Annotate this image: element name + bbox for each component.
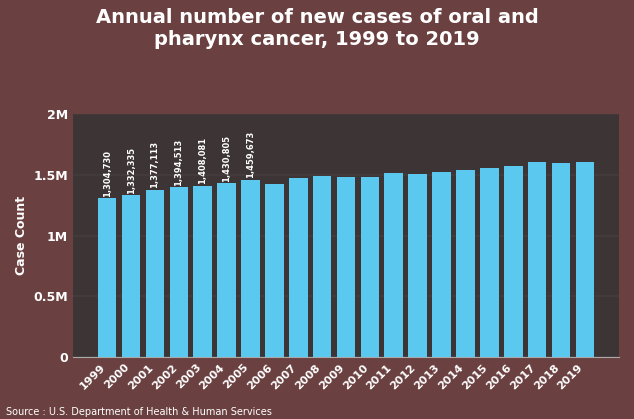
Bar (527, 163, 547, 357)
Text: 1,394,513: 1,394,513 (174, 139, 183, 186)
Text: 1,304,730: 1,304,730 (103, 150, 112, 197)
Y-axis label: Case Count: Case Count (15, 196, 28, 275)
Bar (576, 162, 594, 357)
Bar (241, 179, 260, 357)
Bar (289, 178, 307, 357)
Bar (337, 177, 355, 357)
Text: 1,408,081: 1,408,081 (198, 137, 207, 184)
Bar (98, 198, 117, 357)
Text: 1,332,335: 1,332,335 (127, 147, 136, 194)
Bar (408, 174, 427, 357)
Bar (313, 176, 332, 357)
Text: Annual number of new cases of oral and
pharynx cancer, 1999 to 2019: Annual number of new cases of oral and p… (96, 8, 538, 49)
Text: 1,430,805: 1,430,805 (222, 134, 231, 181)
Bar (504, 166, 522, 357)
Bar (361, 177, 379, 357)
Bar (265, 184, 283, 357)
Bar (384, 173, 403, 357)
Bar (217, 183, 236, 357)
Bar (193, 186, 212, 357)
Bar (456, 170, 475, 357)
Text: 1,459,673: 1,459,673 (246, 131, 255, 178)
Text: Source : U.S. Department of Health & Human Services: Source : U.S. Department of Health & Hum… (6, 407, 272, 417)
Bar (169, 187, 188, 357)
Bar (146, 189, 164, 357)
Text: 1,377,113: 1,377,113 (150, 141, 159, 188)
Bar (480, 168, 499, 357)
Bar (432, 172, 451, 357)
Bar (122, 195, 140, 357)
Bar (552, 163, 571, 357)
